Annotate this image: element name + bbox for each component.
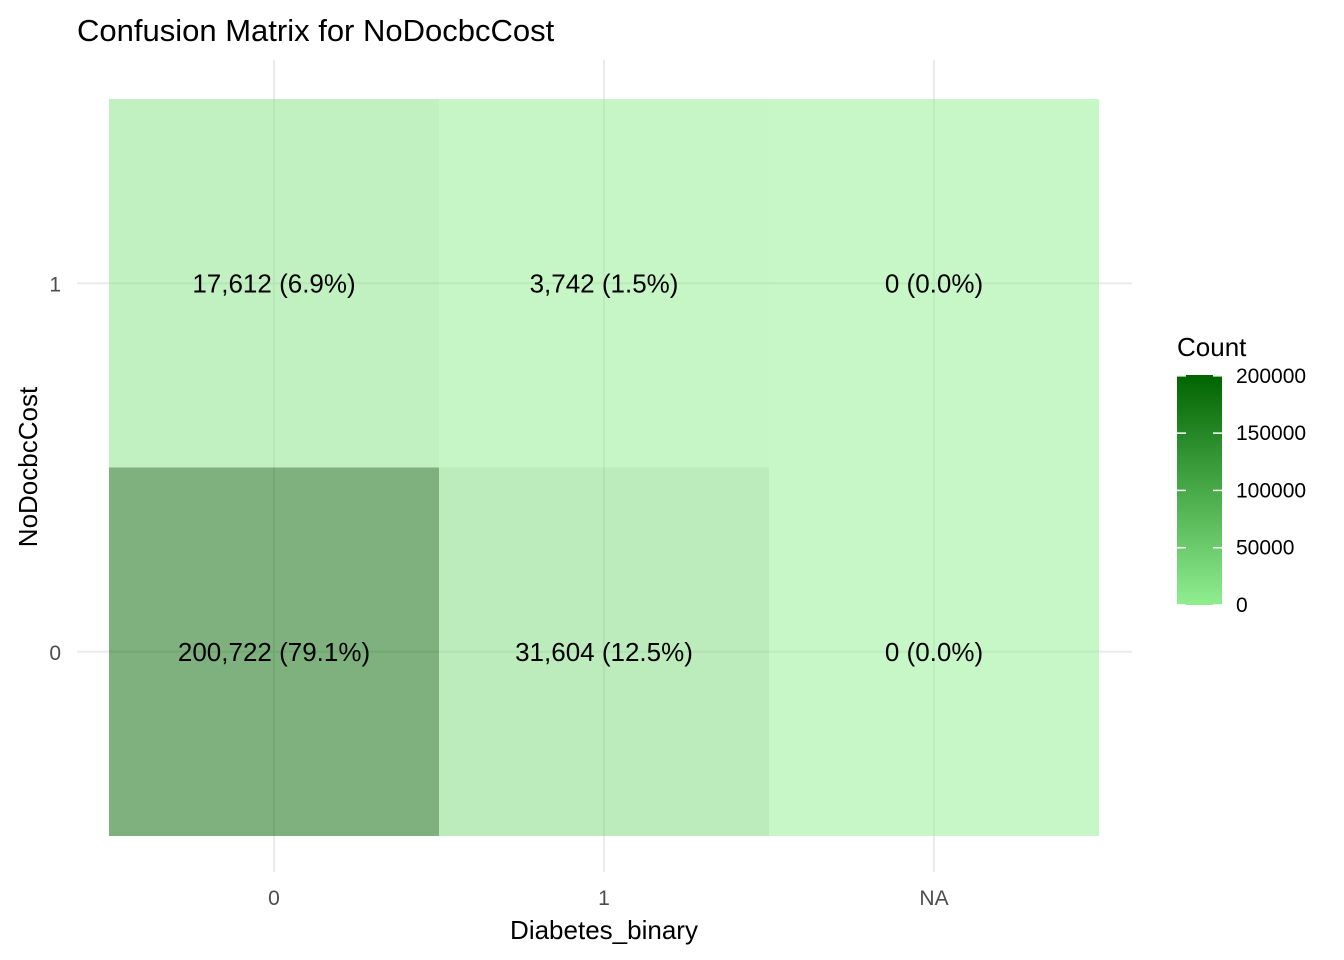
- cell-label-x0-y0: 200,722 (79.1%): [178, 637, 370, 667]
- x-tick-label-1: 1: [598, 887, 610, 910]
- y-tick-label-1: 1: [49, 273, 61, 296]
- x-axis-title: Diabetes_binary: [510, 915, 698, 945]
- heatmap-tile-x1-y0: [439, 467, 769, 836]
- y-tick-label-0: 0: [49, 642, 61, 665]
- heatmap-tiles: [109, 99, 1099, 836]
- heatmap-tile-xna-y0: [769, 467, 1099, 836]
- legend-tick-label: 50000: [1236, 537, 1294, 560]
- cell-label-xna-y0: 0 (0.0%): [885, 637, 983, 667]
- heatmap-tile-x0-y1: [109, 99, 439, 468]
- heatmap-tile-x1-y1: [439, 99, 769, 468]
- cell-labels: 17,612 (6.9%) 3,742 (1.5%) 0 (0.0%) 200,722…: [178, 268, 983, 667]
- color-legend: Count 0 50000 100000 150000 200000: [1177, 332, 1306, 617]
- y-axis-title: NoDocbcCost: [13, 386, 43, 547]
- legend-tick-label: 200000: [1236, 365, 1306, 388]
- x-axis-ticks: 0 1 NA: [268, 887, 948, 910]
- legend-ticks: 0 50000 100000 150000 200000: [1177, 365, 1306, 617]
- x-tick-label-0: 0: [268, 887, 280, 910]
- legend-tick-label: 150000: [1236, 422, 1306, 445]
- y-axis-ticks: 01: [49, 273, 61, 665]
- cell-label-x1-y1: 3,742 (1.5%): [530, 268, 679, 298]
- cell-label-xna-y1: 0 (0.0%): [885, 268, 983, 298]
- chart-title: Confusion Matrix for NoDocbcCost: [77, 13, 555, 48]
- legend-title: Count: [1177, 332, 1247, 362]
- legend-tick-label: 0: [1236, 594, 1248, 617]
- heatmap-tile-x0-y0: [109, 467, 439, 836]
- heatmap-tile-xna-y1: [769, 99, 1099, 468]
- cell-label-x0-y1: 17,612 (6.9%): [192, 268, 355, 298]
- x-tick-label-na: NA: [919, 887, 948, 910]
- legend-tick-label: 100000: [1236, 479, 1306, 502]
- cell-label-x1-y0: 31,604 (12.5%): [515, 637, 693, 667]
